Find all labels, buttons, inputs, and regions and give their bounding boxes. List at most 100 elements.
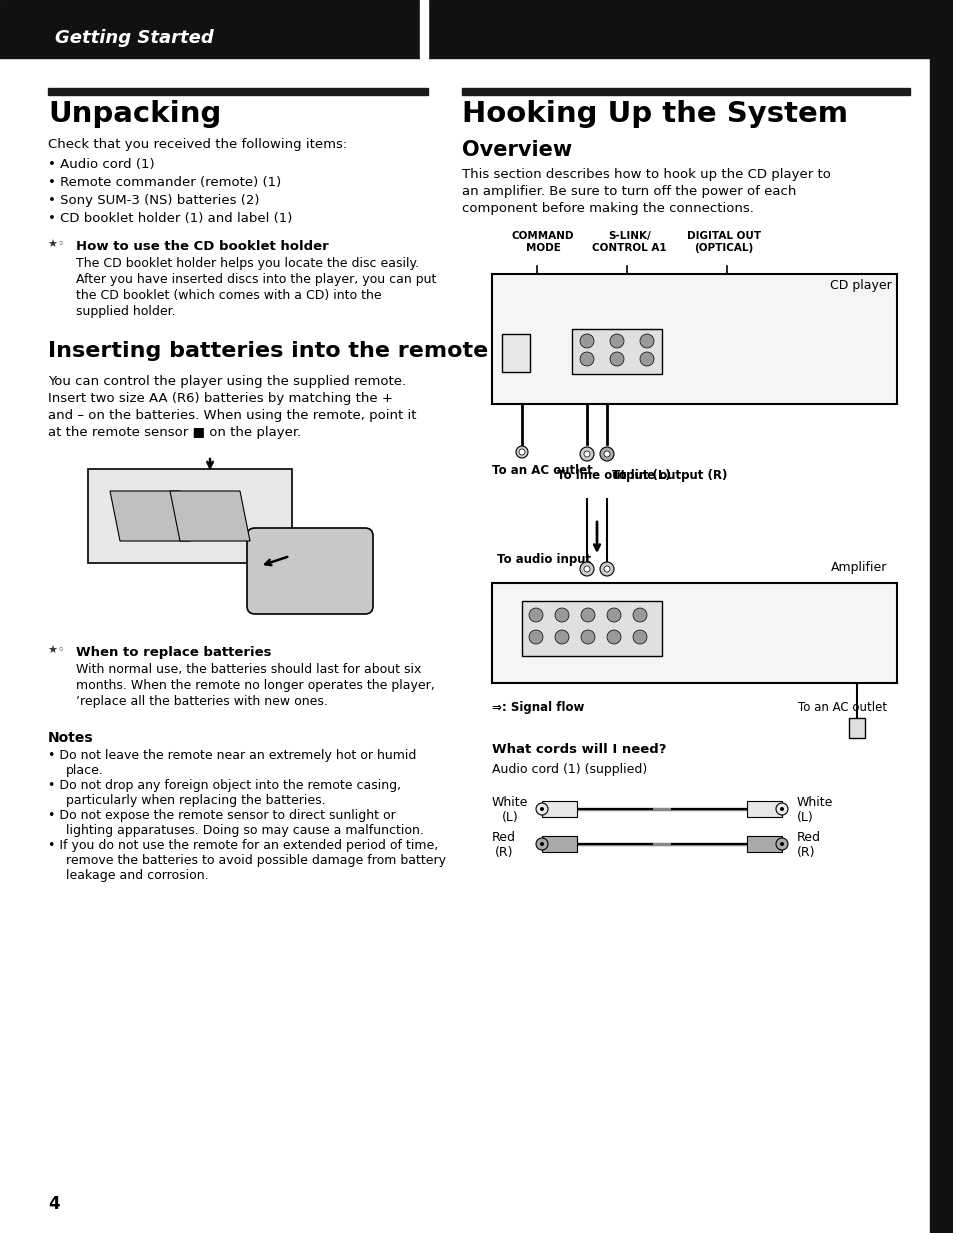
Polygon shape [170,491,250,541]
Text: The CD booklet holder helps you locate the disc easily.: The CD booklet holder helps you locate t… [76,256,418,270]
Circle shape [639,334,654,348]
Circle shape [603,451,609,457]
Text: To an AC outlet: To an AC outlet [492,464,592,477]
Text: supplied holder.: supplied holder. [76,305,175,318]
Circle shape [780,842,783,846]
Text: Hooking Up the System: Hooking Up the System [461,100,847,128]
Text: • Sony SUM-3 (NS) batteries (2): • Sony SUM-3 (NS) batteries (2) [48,194,259,207]
Circle shape [583,451,589,457]
Text: • Remote commander (remote) (1): • Remote commander (remote) (1) [48,176,281,189]
Bar [572,329,661,374]
Text: Inserting batteries into the remote: Inserting batteries into the remote [48,342,488,361]
Circle shape [609,351,623,366]
Circle shape [599,562,614,576]
Circle shape [780,808,783,811]
Circle shape [579,351,594,366]
Text: COMMAND
MODE: COMMAND MODE [512,231,574,253]
Circle shape [633,630,646,644]
Text: particularly when replacing the batteries.: particularly when replacing the batterie… [66,794,325,808]
Circle shape [555,608,568,621]
Circle shape [529,630,542,644]
Bar [746,836,781,852]
Circle shape [579,448,594,461]
Text: Unpacking: Unpacking [48,100,221,128]
Bar [492,583,896,683]
Circle shape [539,842,543,846]
Text: With normal use, the batteries should last for about six: With normal use, the batteries should la… [76,663,421,676]
Text: White
(L): White (L) [796,797,833,824]
Text: Red
(R): Red (R) [492,831,516,859]
Text: DIGITAL OUT
(OPTICAL): DIGITAL OUT (OPTICAL) [686,231,760,253]
Circle shape [536,838,547,850]
Text: White
(L): White (L) [492,797,528,824]
FancyBboxPatch shape [88,469,292,563]
Text: CD player: CD player [829,279,891,292]
Text: After you have inserted discs into the player, you can put: After you have inserted discs into the p… [76,272,436,286]
Bar [541,836,577,852]
Circle shape [579,562,594,576]
Circle shape [580,630,595,644]
Text: Getting Started: Getting Started [55,30,213,47]
Circle shape [579,334,594,348]
Text: • If you do not use the remote for an extended period of time,: • If you do not use the remote for an ex… [48,838,437,852]
Bar [461,88,909,95]
Bar [492,274,896,404]
Circle shape [529,608,542,621]
Text: leakage and corrosion.: leakage and corrosion. [66,869,209,882]
Circle shape [516,446,527,457]
Text: place.: place. [66,764,104,777]
Bar [746,801,781,817]
Text: 4: 4 [48,1195,59,1213]
Text: Amplifier: Amplifier [830,561,886,575]
Circle shape [639,351,654,366]
Text: Notes: Notes [48,731,93,745]
Text: ★◦: ★◦ [48,646,68,656]
Text: What cords will I need?: What cords will I need? [492,743,666,756]
Text: and – on the batteries. When using the remote, point it: and – on the batteries. When using the r… [48,409,416,422]
Text: • CD booklet holder (1) and label (1): • CD booklet holder (1) and label (1) [48,212,292,224]
Bar [419,0,428,58]
Text: the CD booklet (which comes with a CD) into the: the CD booklet (which comes with a CD) i… [76,289,381,302]
Text: component before making the connections.: component before making the connections. [461,202,753,215]
Text: To an AC outlet: To an AC outlet [797,702,886,714]
Bar [0,0,419,58]
Bar [521,600,661,656]
Circle shape [603,566,609,572]
Text: • Do not expose the remote sensor to direct sunlight or: • Do not expose the remote sensor to dir… [48,809,395,822]
Text: Red
(R): Red (R) [796,831,821,859]
FancyBboxPatch shape [247,528,373,614]
Text: Audio cord (1) (supplied): Audio cord (1) (supplied) [492,763,646,776]
Text: When to replace batteries: When to replace batteries [76,646,272,658]
Text: Overview: Overview [461,141,572,160]
Polygon shape [110,491,190,541]
Text: To line output (R): To line output (R) [612,469,726,482]
Bar [929,0,953,1233]
Text: • Do not drop any foreign object into the remote casing,: • Do not drop any foreign object into th… [48,779,400,792]
Text: -: - [122,503,128,515]
Text: +: + [179,503,190,515]
Text: • Do not leave the remote near an extremely hot or humid: • Do not leave the remote near an extrem… [48,748,416,762]
Text: lighting apparatuses. Doing so may cause a malfunction.: lighting apparatuses. Doing so may cause… [66,824,423,837]
Bar [501,334,530,372]
Circle shape [518,449,524,455]
Text: -: - [222,503,228,515]
Text: ʼreplace all the batteries with new ones.: ʼreplace all the batteries with new ones… [76,695,328,708]
Circle shape [599,448,614,461]
Text: You can control the player using the supplied remote.: You can control the player using the sup… [48,375,406,388]
Circle shape [609,334,623,348]
Text: • Audio cord (1): • Audio cord (1) [48,158,154,171]
Text: an amplifier. Be sure to turn off the power of each: an amplifier. Be sure to turn off the po… [461,185,796,199]
Circle shape [606,608,620,621]
Text: To audio input: To audio input [497,552,591,566]
Text: This section describes how to hook up the CD player to: This section describes how to hook up th… [461,168,830,181]
Circle shape [539,808,543,811]
Text: To line output (L): To line output (L) [557,469,670,482]
Bar [848,718,864,739]
Circle shape [536,803,547,815]
Text: ★◦: ★◦ [48,240,68,250]
Text: How to use the CD booklet holder: How to use the CD booklet holder [76,240,329,253]
Text: +: + [159,503,171,515]
Circle shape [775,838,787,850]
Circle shape [555,630,568,644]
Text: S-LINK/
CONTROL A1: S-LINK/ CONTROL A1 [592,231,666,253]
